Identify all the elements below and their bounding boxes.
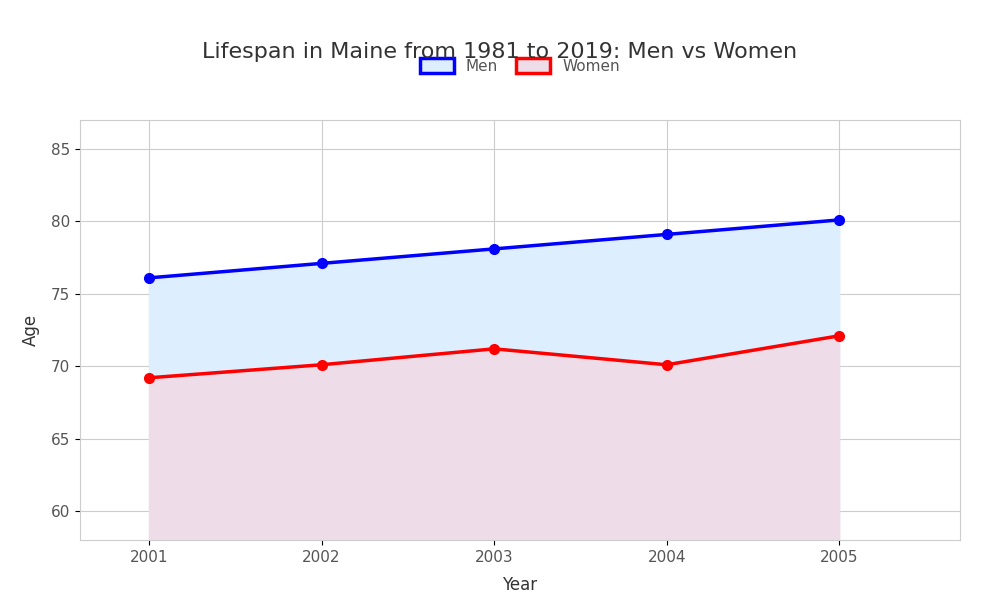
Legend: Men, Women: Men, Women [414, 52, 626, 80]
X-axis label: Year: Year [502, 576, 538, 594]
Y-axis label: Age: Age [22, 314, 40, 346]
Text: Lifespan in Maine from 1981 to 2019: Men vs Women: Lifespan in Maine from 1981 to 2019: Men… [202, 42, 798, 62]
